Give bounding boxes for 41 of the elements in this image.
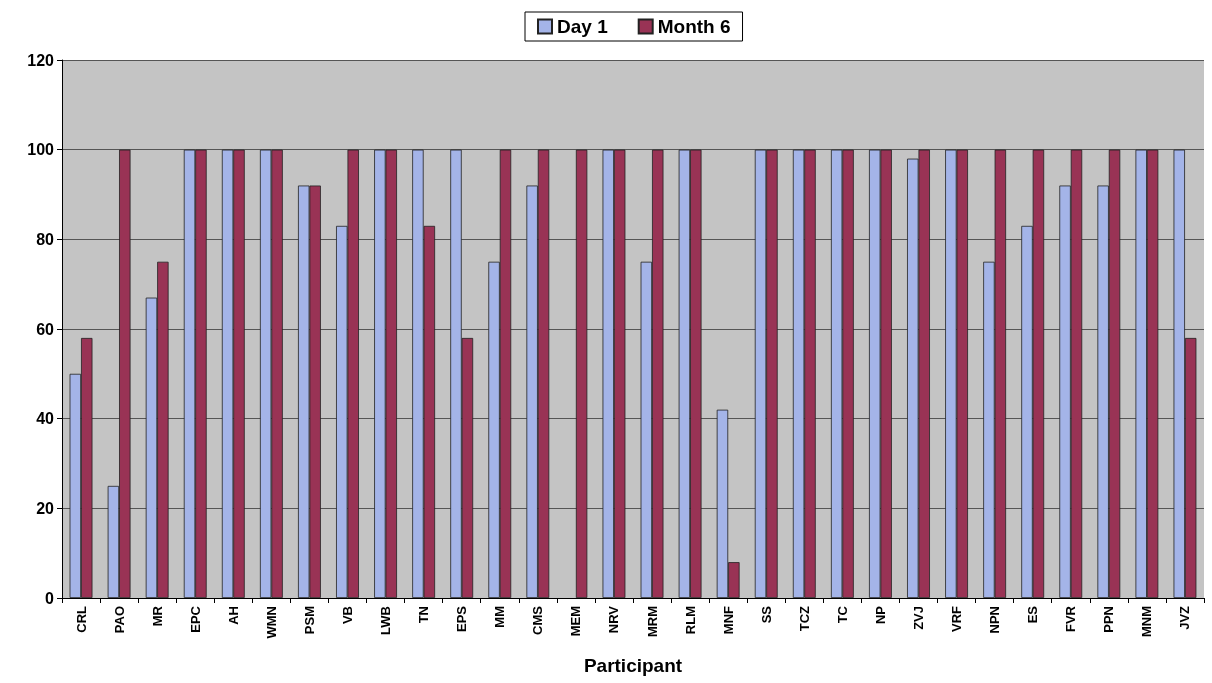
x-tick-label: EPS xyxy=(454,605,470,633)
x-tick-label: JVZ xyxy=(1177,605,1193,630)
x-tick-label: AH xyxy=(225,606,241,625)
x-tick-label: EPC xyxy=(187,605,203,633)
x-tick-label: VB xyxy=(340,606,355,625)
x-tick-label: WMN xyxy=(263,606,279,639)
x-tick-label: MRM xyxy=(644,606,660,638)
x-tick-label: PSM xyxy=(301,606,317,635)
x-tick-label: PAO xyxy=(111,606,127,634)
x-tick-label: CRL xyxy=(73,605,89,633)
x-tick-label: MR xyxy=(149,605,165,627)
x-tick-label: TC xyxy=(834,605,850,624)
x-tick-label: NRV xyxy=(606,605,622,634)
legend-label: Month 6 xyxy=(657,16,731,37)
x-tick-label: ES xyxy=(1025,605,1041,624)
x-tick-label: VRF xyxy=(949,605,965,632)
y-tick-label: 100 xyxy=(27,141,55,159)
x-tick-label: MEM xyxy=(568,606,584,637)
y-tick-label: 0 xyxy=(45,589,55,607)
y-tick-label: 40 xyxy=(36,410,55,428)
x-tick-label: TCZ xyxy=(796,605,812,632)
x-tick-label: RLM xyxy=(682,606,698,635)
x-tick-label: LWB xyxy=(378,606,394,635)
x-tick-label: MNM xyxy=(1139,606,1155,638)
y-tick-label: 20 xyxy=(36,499,55,517)
x-tick-label: CMS xyxy=(530,605,546,635)
x-tick-label: NPN xyxy=(987,606,1003,634)
x-tick-label: NP xyxy=(872,605,888,625)
bar xyxy=(575,149,588,598)
x-tick-label: ZVJ xyxy=(911,606,926,630)
x-tick-label: MM xyxy=(492,606,508,628)
x-tick-label: TN xyxy=(416,606,432,624)
x-tick-label: PPN xyxy=(1101,606,1117,633)
x-tick-label: MNF xyxy=(720,605,736,635)
y-tick-label: 80 xyxy=(36,230,55,248)
x-axis-title: Participant xyxy=(583,655,683,676)
legend-label: Day 1 xyxy=(557,16,609,37)
x-tick-label: FVR xyxy=(1063,605,1079,632)
y-tick-label: 120 xyxy=(27,51,55,69)
x-tick-label: SS xyxy=(758,605,774,624)
y-tick-label: 60 xyxy=(36,320,55,338)
